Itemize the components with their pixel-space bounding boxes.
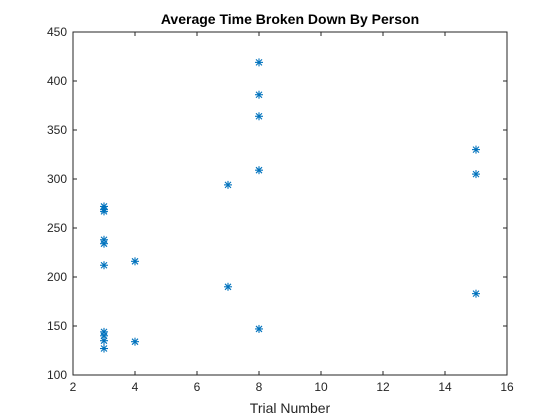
plot-frame xyxy=(72,31,508,376)
axes-box xyxy=(72,31,508,376)
x-tick-label: 6 xyxy=(194,380,201,394)
data-point xyxy=(100,239,108,248)
y-tick-label: 100 xyxy=(47,368,67,382)
data-point xyxy=(100,207,108,216)
data-point xyxy=(224,282,232,291)
data-point xyxy=(131,337,139,346)
y-tick-label: 350 xyxy=(47,123,67,137)
x-axis-title: Trial Number xyxy=(250,400,331,416)
data-point xyxy=(255,324,263,333)
chart-title: Average Time Broken Down By Person xyxy=(161,11,419,27)
y-tick-label: 250 xyxy=(47,221,67,235)
y-tick-label: 450 xyxy=(47,25,67,39)
data-point xyxy=(100,336,108,345)
y-tick-label: 150 xyxy=(47,319,67,333)
y-tick-label: 400 xyxy=(47,74,67,88)
tick-marks xyxy=(72,31,508,376)
x-tick-label: 2 xyxy=(70,380,77,394)
x-tick-label: 14 xyxy=(438,380,452,394)
data-points xyxy=(100,58,480,353)
data-point xyxy=(255,58,263,67)
x-tick-label: 8 xyxy=(256,380,263,394)
data-point xyxy=(131,257,139,266)
data-point xyxy=(472,145,480,154)
x-tick-labels: 2 4 6 8 10 12 14 16 xyxy=(70,380,514,394)
x-tick-label: 12 xyxy=(376,380,390,394)
y-tick-label: 300 xyxy=(47,172,67,186)
data-point xyxy=(255,112,263,121)
data-point xyxy=(224,180,232,189)
x-tick-label: 10 xyxy=(314,380,328,394)
data-point xyxy=(255,166,263,175)
data-point xyxy=(472,170,480,179)
x-tick-label: 16 xyxy=(500,380,514,394)
x-tick-label: 4 xyxy=(132,380,139,394)
data-point xyxy=(472,289,480,298)
data-point xyxy=(255,90,263,99)
y-tick-label: 200 xyxy=(47,270,67,284)
data-point xyxy=(100,261,108,270)
y-tick-labels: 100 150 200 250 300 350 400 450 xyxy=(47,25,67,382)
data-point xyxy=(100,344,108,353)
